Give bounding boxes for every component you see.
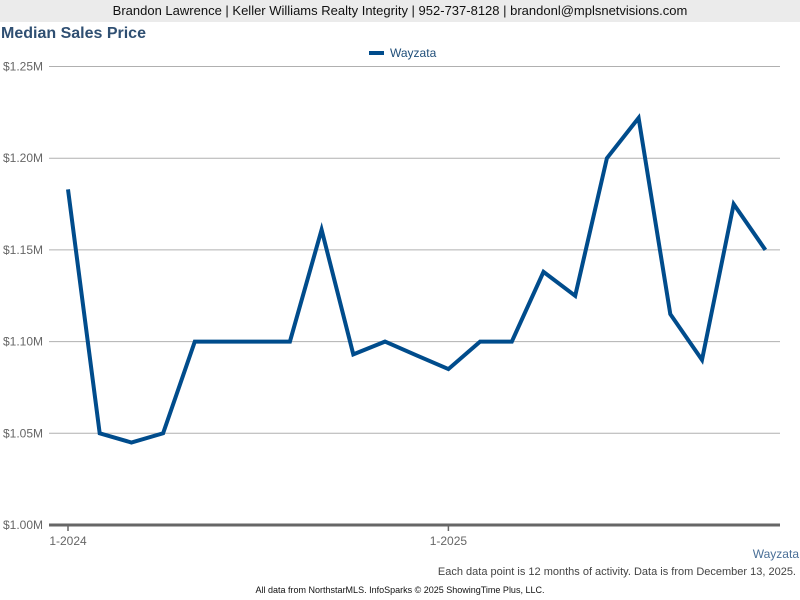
y-tick-label: $1.10M [3, 335, 43, 349]
legend-swatch-icon [369, 51, 384, 55]
y-tick-label: $1.05M [3, 426, 43, 440]
line-chart: $1.00M $1.05M $1.10M $1.15M $1.20M $1.25M 1-2… [3, 60, 780, 548]
chart-title: Median Sales Price [1, 25, 146, 42]
area-label: Wayzata [752, 547, 799, 561]
footer-credit: All data from NorthstarMLS. InfoSparks ©… [255, 585, 545, 595]
y-tick-label: $1.20M [3, 151, 43, 165]
legend[interactable]: Wayzata [369, 46, 436, 60]
x-tick-label: 1-2025 [430, 534, 468, 548]
y-tick-label: $1.25M [3, 60, 43, 74]
y-tick-label: $1.15M [3, 243, 43, 257]
legend-label: Wayzata [390, 46, 437, 60]
series-line-wayzata[interactable] [66, 113, 768, 445]
contact-header: Brandon Lawrence | Keller Williams Realt… [0, 0, 800, 22]
y-tick-label: $1.00M [3, 518, 43, 532]
y-axis-labels: $1.00M $1.05M $1.10M $1.15M $1.20M $1.25M [3, 60, 43, 533]
gridlines [49, 66, 780, 527]
x-axis: 1-2024 1-2025 [49, 525, 467, 548]
x-tick-label: 1-2024 [49, 534, 87, 548]
data-note: Each data point is 12 months of activity… [437, 566, 796, 578]
